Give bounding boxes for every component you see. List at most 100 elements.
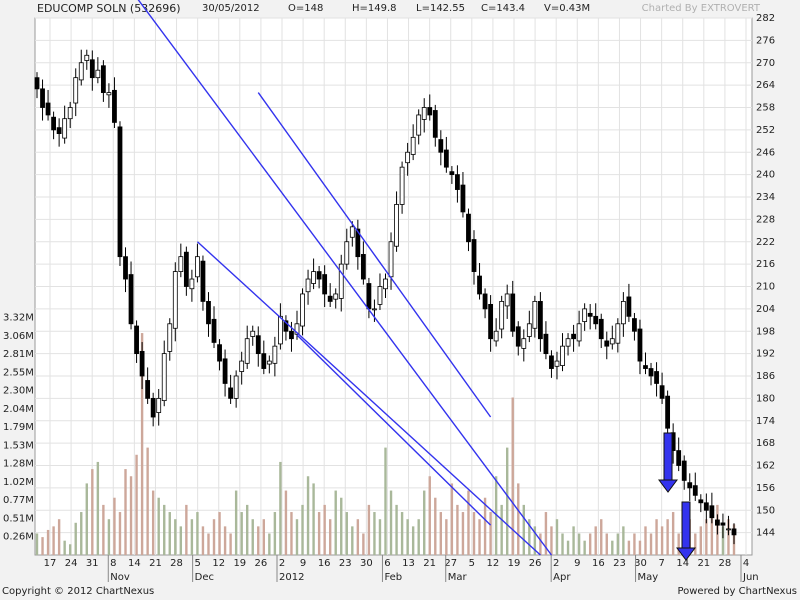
volume-bar: [611, 540, 614, 555]
candle-body: [648, 368, 654, 377]
candle-body: [449, 171, 455, 176]
open-label: O=148: [288, 3, 324, 14]
candle-body: [344, 241, 350, 265]
candle-body: [322, 274, 328, 295]
date-tick-label: 12: [487, 558, 500, 569]
price-tick-label: 150: [756, 505, 775, 516]
candle-body: [692, 485, 698, 496]
candle-body: [266, 360, 272, 365]
price-tick-label: 144: [756, 528, 775, 539]
month-label: Nov: [110, 572, 130, 583]
volume-bar: [129, 476, 133, 555]
volume-bar: [417, 519, 420, 555]
candle-body: [78, 62, 84, 81]
candle-body: [161, 353, 167, 402]
price-tick-label: 198: [756, 326, 775, 337]
volume-bar: [539, 533, 542, 555]
candle-body: [150, 397, 156, 418]
candle-body: [405, 151, 411, 164]
candle-body: [598, 318, 604, 340]
candle-body: [62, 118, 68, 139]
volume-bar: [450, 483, 454, 555]
candle-body: [626, 296, 632, 317]
volume-bar: [80, 512, 83, 555]
candle-body: [410, 136, 416, 155]
volume-bar: [317, 512, 321, 555]
volume-bar: [644, 526, 647, 555]
price-tick-label: 222: [756, 237, 775, 248]
volume-bar: [373, 512, 376, 555]
volume-bar: [445, 519, 448, 555]
volume-bar: [163, 504, 166, 555]
volume-tick-label: 1.02M: [3, 477, 34, 488]
candle-body: [233, 375, 239, 399]
volume-bar: [472, 512, 476, 555]
volume-bar: [638, 540, 642, 555]
price-tick-label: 252: [756, 125, 775, 136]
volume-bar: [179, 526, 183, 555]
volume-bar: [96, 461, 100, 555]
candle-body: [145, 380, 151, 399]
candle-body: [195, 256, 200, 278]
candle-body: [95, 69, 101, 79]
volume-bar: [694, 533, 697, 555]
powered-by-text: Powered by ChartNexus: [677, 586, 797, 597]
candle-body: [587, 312, 593, 317]
candle-body: [333, 293, 339, 300]
volume-bar: [301, 504, 304, 555]
volume-tick-label: 0.77M: [3, 495, 34, 506]
candle-body: [510, 293, 516, 332]
volume-bar: [68, 544, 72, 555]
volume-bar: [583, 540, 586, 555]
volume-bar: [328, 519, 332, 555]
date-tick-label: 16: [592, 558, 605, 569]
candle-body: [421, 107, 427, 120]
volume-bar: [655, 519, 658, 555]
candle-body: [427, 107, 433, 116]
volume-bar: [483, 497, 487, 555]
candle-body: [560, 345, 565, 366]
volume-bar: [439, 512, 443, 555]
date-tick-label: 28: [719, 558, 732, 569]
volume-bar: [522, 504, 525, 555]
volume-bar: [533, 526, 537, 555]
volume-bar: [511, 397, 514, 555]
volume-bar: [251, 519, 254, 555]
volume-bar: [279, 461, 282, 555]
candle-body: [211, 318, 217, 343]
volume-bar: [91, 469, 94, 555]
date-tick-label: 5: [469, 558, 475, 569]
candle-body: [206, 301, 211, 325]
candle-body: [709, 505, 715, 519]
candle-body: [715, 519, 720, 526]
candle-body: [189, 278, 195, 290]
candle-body: [222, 358, 228, 384]
volume-tick-label: 0.26M: [3, 531, 34, 542]
candle-body: [123, 256, 128, 280]
volume-bar: [57, 519, 61, 555]
candle-body: [460, 184, 466, 213]
candle-body: [687, 482, 693, 489]
volume-bar: [588, 533, 592, 555]
volume-bar: [345, 512, 348, 555]
volume-bar: [378, 519, 382, 555]
candle-body: [156, 397, 162, 413]
date-tick-label: 31: [86, 558, 99, 569]
price-tick-label: 234: [756, 192, 775, 203]
date-tick-label: 24: [65, 558, 78, 569]
candle-body: [372, 308, 377, 311]
candle-body: [543, 333, 549, 355]
volume-bar: [367, 504, 371, 555]
volume-bar: [168, 512, 171, 555]
volume-bar: [295, 519, 299, 555]
volume-bar: [63, 540, 66, 555]
date-tick-label: 27: [444, 558, 457, 569]
down-arrow-2-head: [676, 547, 696, 561]
volume-tick-label: 2.81M: [3, 349, 34, 360]
volume-tick-label: 2.55M: [3, 367, 34, 378]
candle-body: [366, 283, 372, 310]
price-tick-label: 240: [756, 170, 775, 181]
date-tick-label: 26: [255, 558, 268, 569]
candle-body: [139, 350, 145, 377]
low-label: L=142.55: [416, 3, 465, 14]
